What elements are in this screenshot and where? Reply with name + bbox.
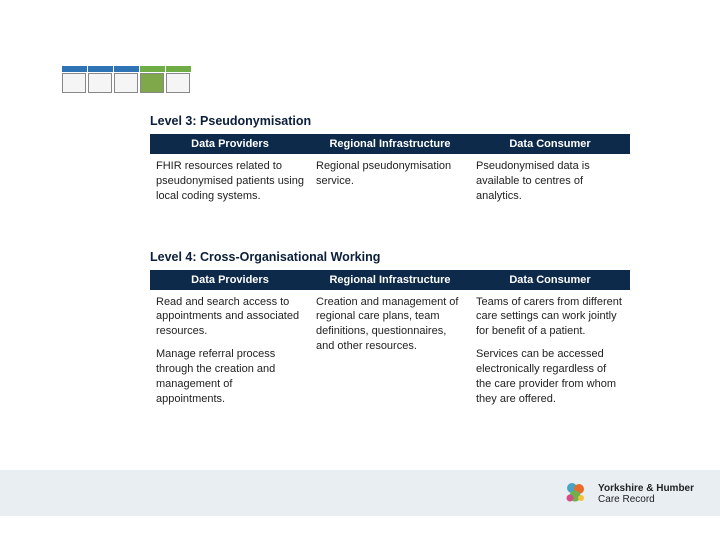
footer-logo: Yorkshire & Humber Care Record xyxy=(562,480,694,508)
logo-line1: Yorkshire & Humber xyxy=(598,483,694,495)
table-cell: Read and search access to appointments a… xyxy=(150,290,310,415)
col-header: Data Providers xyxy=(150,270,310,290)
col-header: Data Providers xyxy=(150,134,310,154)
main-content: Level 3: Pseudonymisation Data Providers… xyxy=(150,114,630,414)
mini-flow-diagram xyxy=(62,66,192,98)
table-cell: Pseudonymised data is available to centr… xyxy=(470,154,630,212)
table-level-4: Data Providers Regional Infrastructure D… xyxy=(150,270,630,415)
section-level-3: Level 3: Pseudonymisation Data Providers… xyxy=(150,114,630,212)
logo-text: Yorkshire & Humber Care Record xyxy=(598,483,694,506)
table-cell: Teams of carers from different care sett… xyxy=(470,290,630,415)
col-header: Regional Infrastructure xyxy=(310,134,470,154)
section-level-4: Level 4: Cross-Organisational Working Da… xyxy=(150,250,630,415)
col-header: Regional Infrastructure xyxy=(310,270,470,290)
section-title: Level 3: Pseudonymisation xyxy=(150,114,630,128)
logo-mark-icon xyxy=(562,480,590,508)
table-cell: Creation and management of regional care… xyxy=(310,290,470,415)
section-title: Level 4: Cross-Organisational Working xyxy=(150,250,630,264)
col-header: Data Consumer xyxy=(470,270,630,290)
col-header: Data Consumer xyxy=(470,134,630,154)
table-level-3: Data Providers Regional Infrastructure D… xyxy=(150,134,630,212)
table-cell: Regional pseudonymisation service. xyxy=(310,154,470,212)
table-cell: FHIR resources related to pseudonymised … xyxy=(150,154,310,212)
logo-line2: Care Record xyxy=(598,494,694,506)
